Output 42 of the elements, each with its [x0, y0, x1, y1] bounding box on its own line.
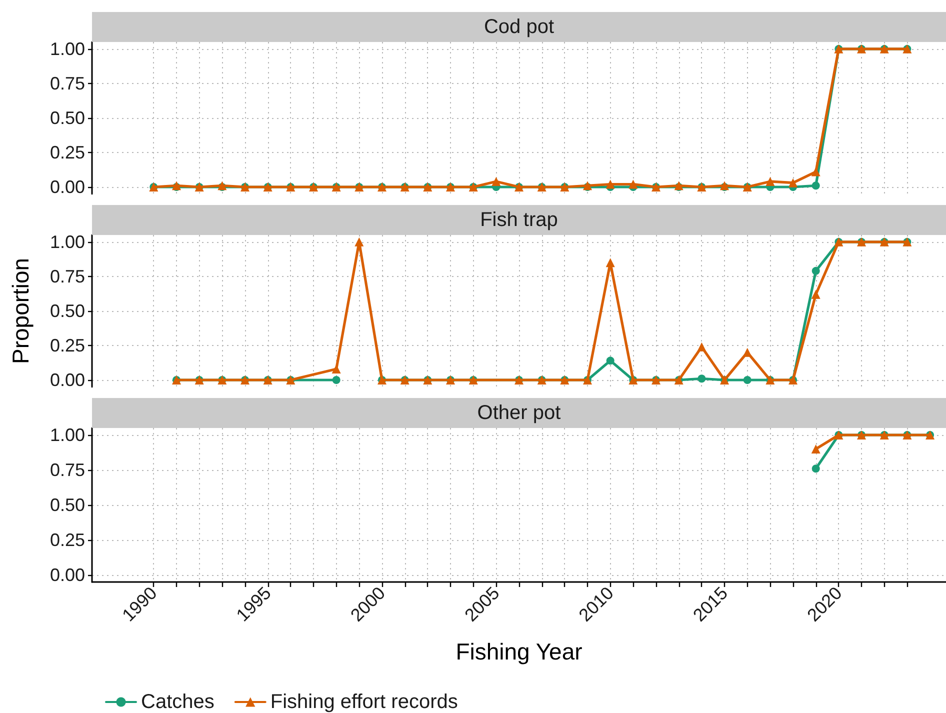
y-tick-label: 0.50	[50, 108, 85, 128]
point	[332, 364, 341, 374]
y-tick-label: 0.75	[50, 460, 85, 480]
y-tick-label: 0.75	[50, 73, 85, 94]
y-tick-label: 1.00	[50, 425, 85, 445]
y-tick-label: 0.00	[50, 177, 85, 197]
point	[606, 258, 615, 268]
point	[788, 178, 798, 188]
y-tick-label: 0.25	[50, 335, 85, 356]
y-tick-label: 0.50	[50, 300, 85, 321]
point	[811, 444, 820, 454]
point	[354, 237, 364, 246]
legend-label: Fishing effort records	[270, 691, 458, 713]
point	[628, 180, 638, 189]
y-tick-label: 1.00	[50, 38, 85, 59]
point	[743, 376, 752, 384]
point	[766, 176, 775, 186]
y-axis-title: Proportion	[8, 258, 34, 364]
point	[606, 180, 615, 189]
point	[812, 182, 820, 190]
y-tick-label: 1.00	[50, 232, 85, 252]
y-tick-label: 0.75	[50, 266, 85, 286]
point	[698, 374, 706, 383]
y-tick-label: 0.00	[50, 370, 85, 390]
point	[812, 464, 820, 473]
chart-title: Cod pot	[92, 12, 946, 42]
point	[492, 176, 501, 186]
point	[332, 376, 340, 384]
y-tick-label: 0.25	[50, 530, 85, 550]
point	[812, 266, 820, 275]
y-tick-label: 0.25	[50, 142, 85, 162]
chart-title: Fish trap	[92, 205, 946, 235]
chart-title: Other pot	[92, 398, 946, 428]
point	[606, 356, 614, 365]
y-tick-label: 0.50	[50, 495, 85, 515]
y-tick-label: 0.00	[50, 565, 85, 585]
point	[811, 167, 820, 176]
point	[811, 290, 820, 299]
point	[742, 348, 752, 357]
legend-label: Catches	[141, 691, 214, 713]
x-axis-title: Fishing Year	[456, 638, 583, 664]
point	[697, 342, 706, 352]
